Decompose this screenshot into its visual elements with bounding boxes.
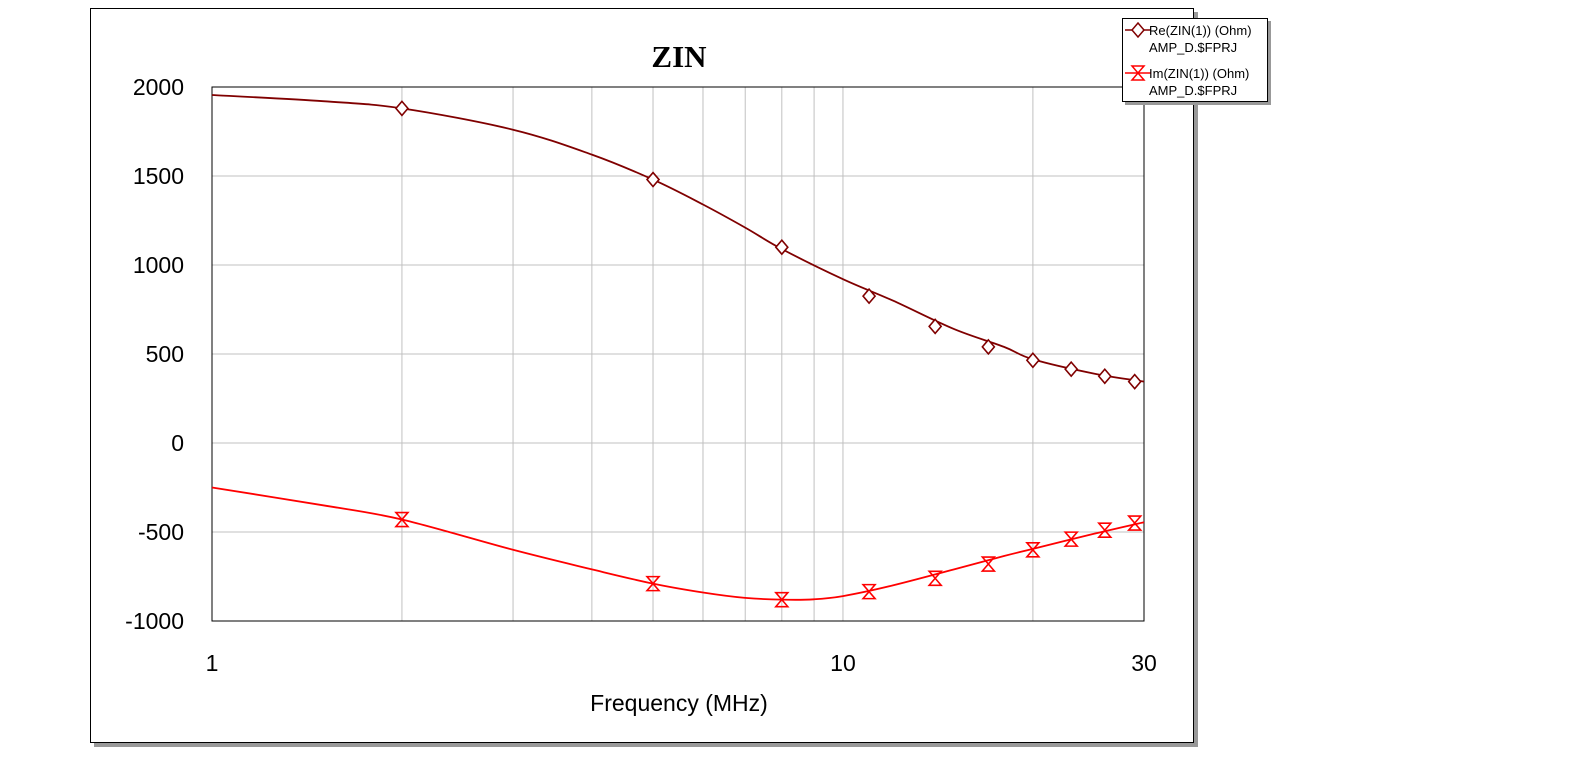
- data-point-re-zin: [645, 171, 661, 188]
- data-point-re-zin: [394, 100, 409, 117]
- series-line-im-zin: [211, 486, 1145, 601]
- legend: Re(ZIN(1)) (Ohm) AMP_D.$FPRJ Im(ZIN(1)) …: [1122, 18, 1268, 102]
- chart-canvas: 2000 1500 1000 500 0 -500 -1000 1 10 30 ZIN Freq…: [125, 39, 1157, 716]
- grid: [211, 86, 1145, 622]
- data-point-im-zin: [927, 570, 943, 587]
- diamond-marker-icon: [1125, 22, 1151, 38]
- plot-area: [211, 86, 1145, 622]
- x-axis: 1 10 30: [206, 650, 1157, 676]
- data-point-re-zin: [1097, 368, 1112, 385]
- data-point-im-zin: [645, 575, 661, 592]
- data-point-im-zin: [980, 556, 997, 572]
- data-point-re-zin: [774, 238, 789, 256]
- legend-source-im: AMP_D.$FPRJ: [1149, 83, 1238, 98]
- data-point-im-zin: [774, 591, 790, 608]
- y-axis: 2000 1500 1000 500 0 -500 -1000: [125, 74, 184, 634]
- data-point-im-zin: [861, 583, 877, 600]
- legend-source-re: AMP_D.$FPRJ: [1149, 40, 1238, 55]
- chart-title: ZIN: [651, 39, 706, 74]
- y-tick-label: -1000: [125, 608, 184, 634]
- y-tick-label: 500: [146, 341, 184, 367]
- data-point-im-zin: [1063, 531, 1079, 547]
- chart-frame: 2000 1500 1000 500 0 -500 -1000 1 10 30 ZIN Freq…: [90, 8, 1194, 743]
- data-point-re-zin: [862, 287, 877, 305]
- y-tick-label: 0: [171, 430, 184, 456]
- data-point-im-zin: [1025, 541, 1041, 558]
- x-axis-label: Frequency (MHz): [590, 690, 768, 716]
- y-tick-label: 2000: [133, 74, 184, 100]
- data-point-im-zin: [1097, 522, 1113, 539]
- y-tick-label: -500: [138, 519, 184, 545]
- x-tick-label: 1: [206, 650, 219, 676]
- x-tick-label: 30: [1131, 650, 1157, 676]
- legend-entry-re: Re(ZIN(1)) (Ohm) AMP_D.$FPRJ: [1125, 21, 1267, 57]
- series: [211, 94, 1145, 608]
- data-point-im-zin: [394, 511, 410, 528]
- legend-label-re: Re(ZIN(1)) (Ohm): [1149, 23, 1252, 38]
- x-tick-label: 10: [830, 650, 856, 676]
- y-tick-label: 1000: [133, 252, 184, 278]
- legend-label-im: Im(ZIN(1)) (Ohm): [1149, 66, 1250, 81]
- data-point-im-zin: [1126, 515, 1143, 531]
- legend-entry-im: Im(ZIN(1)) (Ohm) AMP_D.$FPRJ: [1125, 64, 1267, 100]
- data-point-re-zin: [981, 338, 996, 356]
- y-tick-label: 1500: [133, 163, 184, 189]
- hourglass-marker-icon: [1125, 65, 1151, 81]
- series-line-re-zin: [211, 94, 1145, 383]
- data-point-re-zin: [1025, 352, 1040, 369]
- data-point-re-zin: [1064, 360, 1079, 378]
- data-point-re-zin: [928, 318, 943, 335]
- data-point-re-zin: [1127, 373, 1142, 390]
